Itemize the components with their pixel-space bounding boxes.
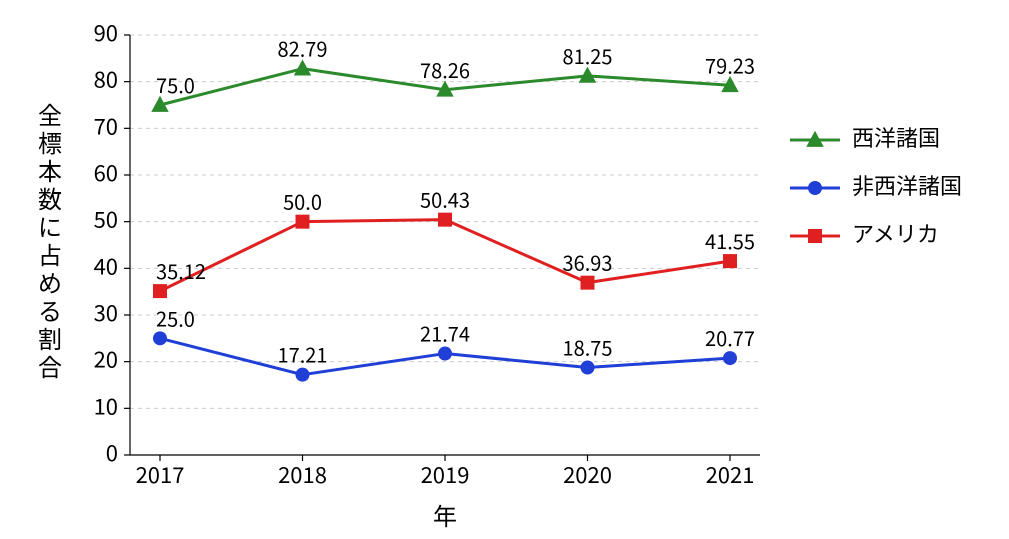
y-tick-label: 70 <box>94 109 118 141</box>
y-tick-label: 90 <box>94 16 118 48</box>
legend-item-western: 西洋諸国 <box>790 121 940 153</box>
legend-label: 非西洋諸国 <box>852 169 962 201</box>
point-label: 35.12 <box>156 256 206 285</box>
point-label: 81.25 <box>563 41 613 70</box>
x-tick-label: 2019 <box>421 458 470 490</box>
x-tick-label: 2021 <box>706 458 755 490</box>
y-axis-label: 全標本数に占める割合 <box>38 96 62 383</box>
point-label: 21.74 <box>420 319 470 348</box>
point-label: 79.23 <box>705 50 755 79</box>
legend-item-america: アメリカ <box>790 217 939 249</box>
point-label: 50.0 <box>283 187 322 216</box>
line-chart: 0 10 20 30 40 50 60 70 80 90 2017 2018 2019 2020 2021 年… <box>0 0 1009 539</box>
y-tick-label: 10 <box>94 389 118 421</box>
y-tick-label: 20 <box>94 343 118 375</box>
x-axis-label: 年 <box>433 497 457 532</box>
x-tick-label: 2020 <box>563 458 612 490</box>
legend-label: アメリカ <box>852 217 939 249</box>
point-label: 50.43 <box>420 185 470 214</box>
point-label: 41.55 <box>705 226 755 255</box>
legend-label: 西洋諸国 <box>852 121 940 153</box>
point-label: 18.75 <box>563 333 613 362</box>
x-tick-label: 2017 <box>136 458 185 490</box>
y-tick-label: 80 <box>94 63 118 95</box>
y-tick-label: 50 <box>94 203 118 235</box>
y-tick-label: 0 <box>106 436 118 468</box>
y-tick-label: 60 <box>94 156 118 188</box>
point-label: 82.79 <box>278 34 328 63</box>
point-label: 36.93 <box>563 248 613 277</box>
legend-item-nonwestern: 非西洋諸国 <box>790 169 962 201</box>
point-label: 78.26 <box>420 55 470 84</box>
x-tick-label: 2018 <box>278 458 327 490</box>
point-label: 25.0 <box>156 303 195 332</box>
point-label: 75.0 <box>156 70 195 99</box>
y-tick-label: 30 <box>94 296 118 328</box>
point-label: 20.77 <box>705 323 755 352</box>
point-label: 17.21 <box>278 340 328 369</box>
y-tick-label: 40 <box>94 249 118 281</box>
